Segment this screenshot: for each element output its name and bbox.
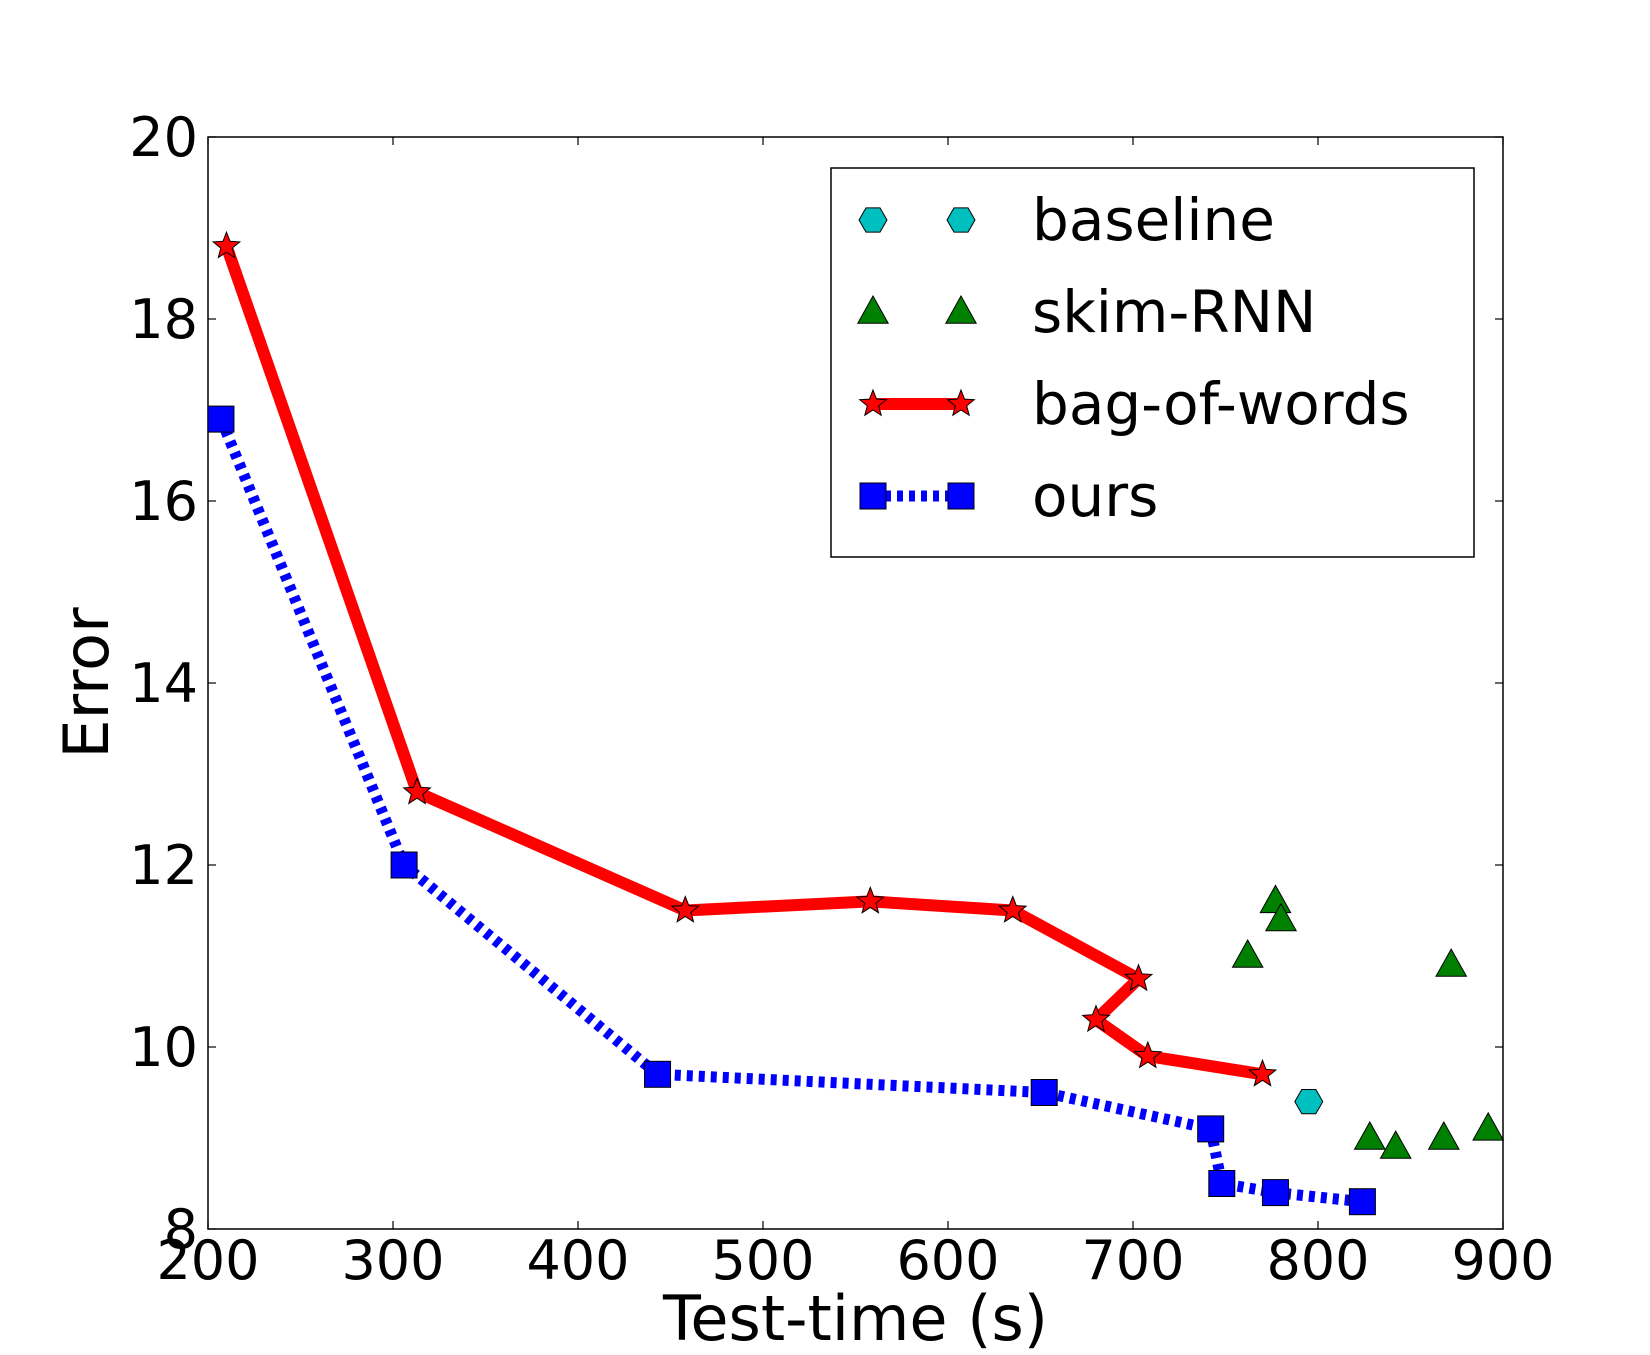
legend-label-baseline: baseline — [1032, 186, 1275, 254]
legend-marker-ours — [947, 482, 975, 510]
x-tick-label: 300 — [341, 1229, 444, 1292]
data-point-ours — [644, 1060, 672, 1088]
legend-marker-skim-rnn — [856, 294, 890, 324]
y-tick-label: 10 — [129, 1016, 198, 1079]
data-point-skim-rnn — [1353, 1120, 1386, 1150]
x-tick-label: 700 — [1081, 1229, 1184, 1292]
y-tick-label: 12 — [129, 834, 198, 897]
data-point-ours — [207, 405, 235, 433]
x-tick-label: 500 — [711, 1229, 814, 1292]
x-axis-label: Test-time (s) — [662, 1282, 1048, 1350]
x-tick-label: 900 — [1451, 1229, 1554, 1292]
y-tick-label: 18 — [129, 288, 198, 351]
data-point-skim-rnn — [1231, 938, 1264, 968]
data-point-bag-of-words — [211, 230, 242, 259]
legend-label-bag-of-words: bag-of-words — [1032, 370, 1410, 438]
x-tick-label: 600 — [896, 1229, 999, 1292]
data-point-ours — [1030, 1079, 1058, 1106]
data-point-ours — [1197, 1115, 1225, 1143]
legend-marker-baseline — [946, 207, 976, 233]
data-point-ours — [1208, 1170, 1236, 1197]
data-point-ours — [390, 851, 418, 879]
x-tick-label: 800 — [1266, 1229, 1369, 1292]
data-point-bag-of-words — [670, 895, 700, 923]
x-tick-label: 200 — [156, 1229, 259, 1292]
data-point-baseline — [1294, 1089, 1324, 1115]
y-tick-label: 8 — [164, 1198, 198, 1261]
x-tick-label: 400 — [526, 1229, 629, 1292]
data-point-bag-of-words — [1081, 1004, 1111, 1033]
data-point-bag-of-words — [855, 886, 885, 914]
data-point-bag-of-words — [1133, 1040, 1163, 1069]
y-tick-label: 20 — [129, 106, 198, 169]
y-tick-label: 14 — [129, 652, 198, 715]
legend-label-skim-rnn: skim-RNN — [1032, 278, 1316, 346]
legend-marker-baseline — [858, 207, 888, 233]
legend-marker-bag-of-words — [858, 388, 888, 417]
data-point-skim-rnn — [1435, 948, 1468, 977]
data-point-skim-rnn — [1427, 1120, 1460, 1150]
y-axis-label: Error — [50, 607, 123, 759]
legend-marker-ours — [859, 482, 887, 510]
y-tick-label: 16 — [129, 470, 198, 533]
legend-marker-skim-rnn — [944, 294, 978, 324]
data-point-skim-rnn — [1379, 1130, 1412, 1159]
legend-label-ours: ours — [1032, 462, 1158, 530]
legend-marker-bag-of-words — [946, 388, 976, 417]
data-point-bag-of-words — [1247, 1058, 1278, 1087]
data-point-skim-rnn — [1264, 902, 1298, 932]
data-point-bag-of-words — [1123, 963, 1154, 992]
data-point-bag-of-words — [402, 776, 432, 805]
data-point-ours — [1261, 1179, 1289, 1207]
data-point-bag-of-words — [998, 895, 1028, 923]
data-point-ours — [1348, 1188, 1376, 1216]
data-point-skim-rnn — [1472, 1111, 1505, 1141]
